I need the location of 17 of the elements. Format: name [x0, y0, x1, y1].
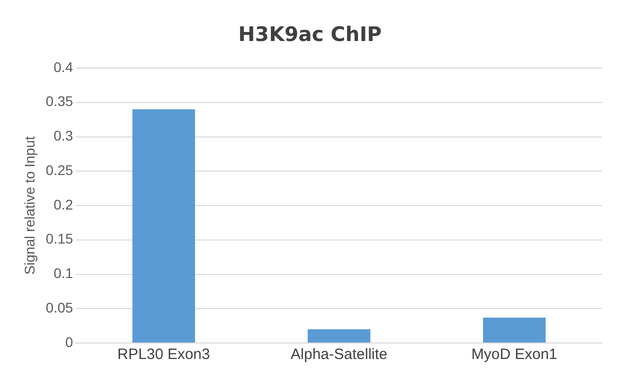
x-tick-label: MyoD Exon1 [471, 346, 558, 364]
y-axis-title: Signal relative to Input [21, 136, 38, 275]
y-tick-label: 0.3 [54, 128, 74, 144]
y-tick-label: 0.15 [46, 230, 74, 247]
y-tick-label: 0.1 [54, 265, 74, 282]
y-tick-label: 0 [65, 334, 74, 350]
y-tick-label: 0.25 [46, 162, 74, 178]
bar [308, 329, 370, 342]
y-tick-label: 0.2 [54, 196, 74, 212]
chart-title: H3K9ac ChIP [238, 22, 382, 46]
bar [483, 318, 546, 342]
y-tick-label: 0.35 [46, 93, 74, 110]
x-tick-label: Alpha-Satellite [290, 346, 388, 364]
y-tick-label: 0.4 [54, 58, 74, 75]
bar [132, 109, 196, 342]
x-tick-label: RPL30 Exon3 [117, 346, 210, 364]
y-tick-label: 0.05 [46, 299, 74, 316]
